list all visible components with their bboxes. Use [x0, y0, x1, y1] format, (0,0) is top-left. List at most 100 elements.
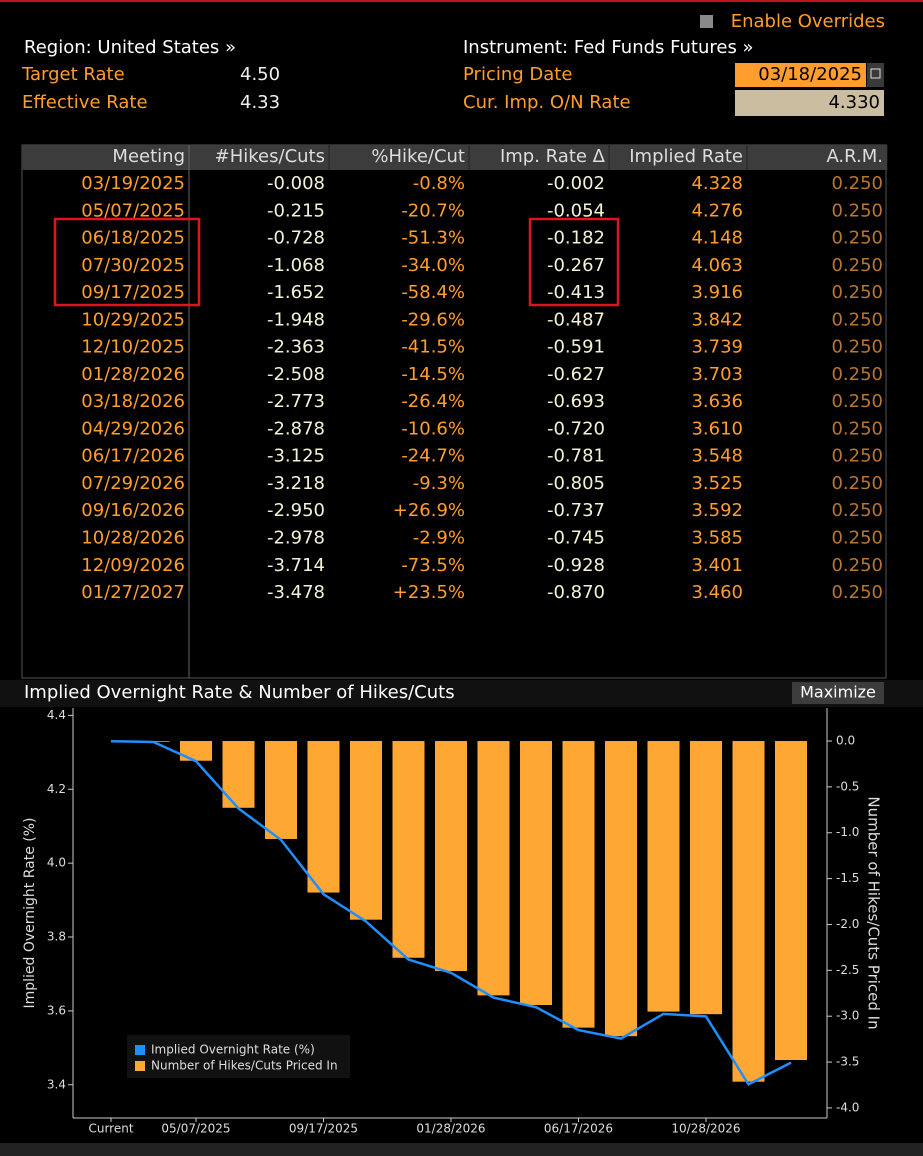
table-cell: 07/30/2025 — [81, 255, 185, 276]
table-cell: -24.7% — [401, 446, 465, 467]
legend-label: Implied Overnight Rate (%) — [151, 1043, 315, 1057]
y2-tick-label: -2.0 — [836, 917, 859, 931]
table-cell: 0.250 — [831, 337, 883, 358]
y2-tick-label: -3.0 — [836, 1009, 859, 1023]
table-cell: 0.250 — [831, 418, 883, 439]
maximize-label[interactable]: Maximize — [800, 683, 876, 702]
table-cell: -9.3% — [413, 473, 465, 494]
table-cell: -26.4% — [401, 391, 465, 412]
column-header: Imp. Rate Δ — [500, 146, 606, 167]
region[interactable]: Region: United States » — [24, 37, 236, 58]
table-cell: 12/10/2025 — [81, 337, 185, 358]
table-cell: -0.805 — [547, 473, 605, 494]
table-cell: 06/17/2026 — [81, 446, 185, 467]
chart-title: Implied Overnight Rate & Number of Hikes… — [24, 682, 455, 703]
table-cell: 0.250 — [831, 173, 883, 194]
top-bar — [0, 0, 923, 2]
table-cell: 0.250 — [831, 391, 883, 412]
bar — [605, 741, 637, 1037]
table-cell: 3.703 — [691, 364, 743, 385]
table-cell: 09/16/2026 — [81, 500, 185, 521]
table-cell: -29.6% — [401, 309, 465, 330]
table-cell: 0.250 — [831, 364, 883, 385]
x-tick-label: 06/17/2026 — [544, 1122, 613, 1136]
x-tick-label: Current — [88, 1122, 133, 1136]
table-cell: 0.250 — [831, 582, 883, 603]
table-cell: -0.693 — [547, 391, 605, 412]
table-cell: -14.5% — [401, 364, 465, 385]
table-cell: 4.148 — [691, 228, 743, 249]
table-cell: -0.008 — [267, 173, 325, 194]
table-cell: 3.610 — [691, 418, 743, 439]
table-cell: 0.250 — [831, 500, 883, 521]
bar — [392, 741, 425, 958]
x-tick-label: 10/28/2026 — [671, 1122, 740, 1136]
highlight-box — [53, 217, 201, 307]
table-cell: 3.592 — [691, 500, 743, 521]
legend-label: Number of Hikes/Cuts Priced In — [151, 1059, 338, 1073]
rate-input[interactable] — [735, 90, 884, 116]
y-tick-label: 4.4 — [47, 708, 66, 722]
y-axis-label: Implied Overnight Rate (%) — [22, 817, 38, 1008]
bar — [690, 741, 722, 1015]
table-cell: 3.916 — [691, 282, 743, 303]
table-cell: 3.585 — [691, 528, 743, 549]
table-cell: 01/27/2027 — [81, 582, 185, 603]
table-cell: -2.878 — [267, 418, 325, 439]
table-cell: -0.8% — [413, 173, 465, 194]
table-cell: 4.328 — [691, 173, 743, 194]
field-value[interactable]: 03/18/2025 — [758, 64, 862, 85]
maximize-button[interactable] — [792, 682, 884, 704]
table-cell: -2.9% — [413, 528, 465, 549]
bar — [775, 741, 807, 1061]
y2-tick-label: -1.0 — [836, 825, 859, 839]
table-cell: -1.652 — [267, 282, 325, 303]
table-cell: 0.250 — [831, 555, 883, 576]
date-input[interactable] — [735, 63, 866, 87]
table-cell: -0.182 — [547, 228, 605, 249]
table-cell: -10.6% — [401, 418, 465, 439]
table-cell: 3.525 — [691, 473, 743, 494]
table-cell: 3.842 — [691, 309, 743, 330]
overrides-label[interactable]: Enable Overrides — [731, 11, 885, 32]
table-cell: -1.068 — [267, 255, 325, 276]
legend-box — [127, 1035, 350, 1078]
column-header: Implied Rate — [629, 146, 743, 167]
y-tick-label: 3.4 — [47, 1077, 66, 1091]
instrument[interactable]: Instrument: Fed Funds Futures » — [463, 37, 754, 58]
table-cell: 0.250 — [831, 309, 883, 330]
field-value[interactable]: 4.330 — [828, 92, 880, 113]
table-cell: -2.508 — [267, 364, 325, 385]
field-label: Effective Rate — [22, 92, 148, 113]
table-cell: 04/29/2026 — [81, 418, 185, 439]
y-tick-label: 4.2 — [47, 782, 66, 796]
table-cell: -0.591 — [547, 337, 605, 358]
table-cell: 01/28/2026 — [81, 364, 185, 385]
table-cell: -3.478 — [267, 582, 325, 603]
checkbox[interactable] — [700, 15, 713, 28]
table-cell: -0.737 — [547, 500, 605, 521]
table-cell: +26.9% — [393, 500, 465, 521]
table-cell: 4.063 — [691, 255, 743, 276]
table-cell: 09/17/2025 — [81, 282, 185, 303]
bar — [477, 741, 510, 996]
bar — [732, 741, 765, 1082]
calendar-button[interactable] — [867, 63, 884, 87]
table-cell: 03/19/2025 — [81, 173, 185, 194]
bar — [307, 741, 340, 893]
table-cell: 4.276 — [691, 200, 743, 221]
table-cell: 10/29/2025 — [81, 309, 185, 330]
column-header: Meeting — [112, 146, 185, 167]
table-cell: 3.548 — [691, 446, 743, 467]
y2-axis-label: Number of Hikes/Cuts Priced In — [865, 796, 883, 1029]
bar — [180, 741, 212, 761]
table-cell: -0.054 — [547, 200, 605, 221]
table-cell: 0.250 — [831, 255, 883, 276]
status-bar — [0, 1143, 923, 1156]
column-header: %Hike/Cut — [371, 146, 465, 167]
table-cell: -2.363 — [267, 337, 325, 358]
table-cell: -3.714 — [267, 555, 325, 576]
table-cell: -3.125 — [267, 446, 325, 467]
table-cell: -58.4% — [401, 282, 465, 303]
